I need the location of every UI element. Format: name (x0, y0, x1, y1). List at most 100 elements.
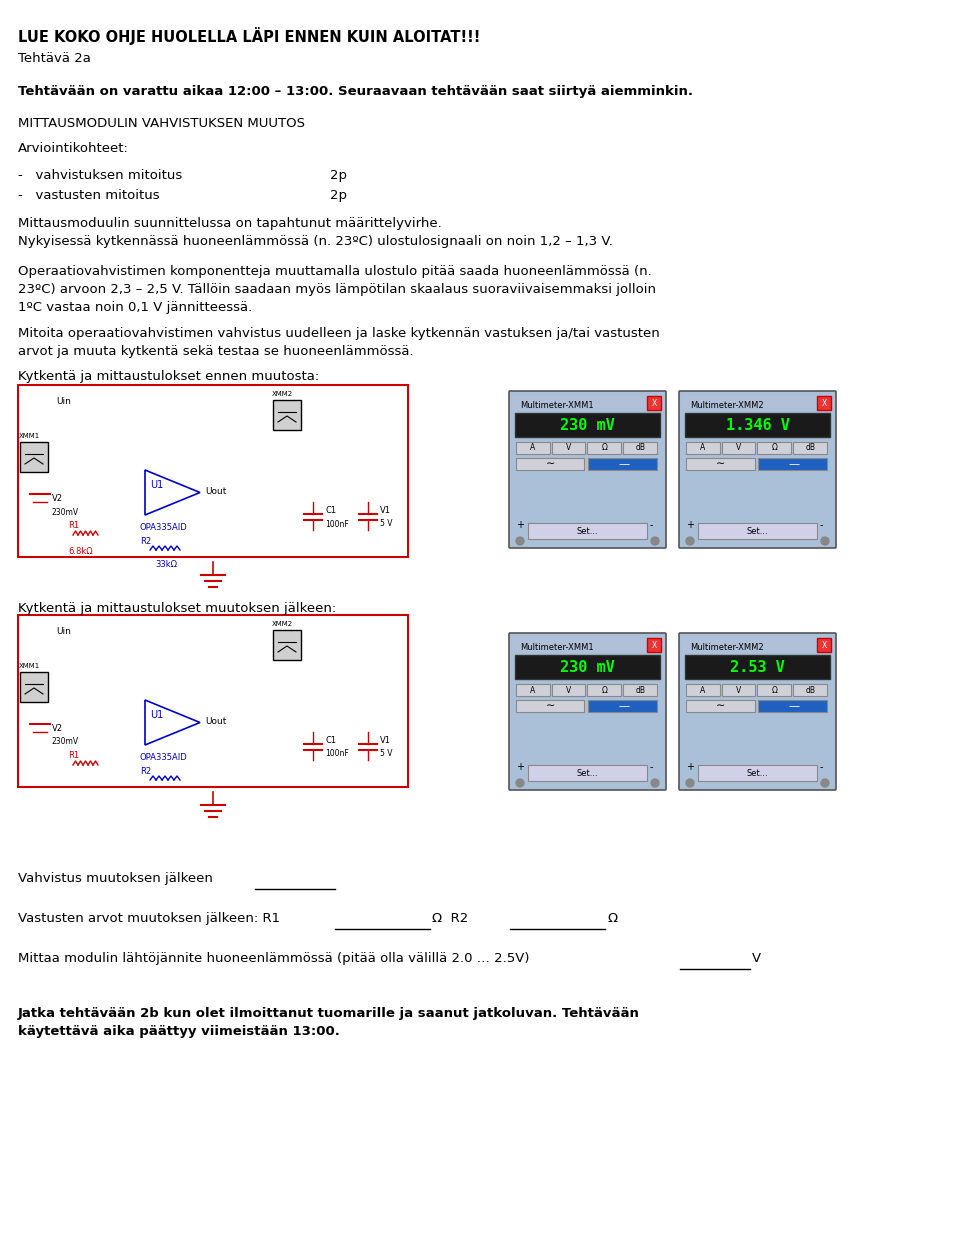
Bar (552, 684, 586, 696)
Text: Multimeter-XMM1: Multimeter-XMM1 (520, 642, 593, 651)
Bar (793, 684, 827, 696)
Circle shape (821, 537, 829, 546)
Text: Kytkentä ja mittaustulokset muutoksen jälkeen:: Kytkentä ja mittaustulokset muutoksen jä… (18, 602, 336, 615)
Bar (512, 396, 663, 410)
Bar (273, 400, 301, 430)
Text: -   vahvistuksen mitoitus: - vahvistuksen mitoitus (18, 168, 182, 182)
Bar (685, 414, 830, 437)
Text: 230mV: 230mV (52, 508, 79, 517)
Text: -: - (820, 762, 824, 772)
Text: A: A (700, 685, 706, 695)
Text: Set...: Set... (747, 527, 768, 535)
Text: +: + (686, 520, 694, 530)
Bar (18, 615, 408, 787)
Text: 5 V: 5 V (380, 518, 393, 528)
Text: R1: R1 (68, 520, 79, 530)
Text: Kytkentä ja mittaustulokset ennen muutosta:: Kytkentä ja mittaustulokset ennen muutos… (18, 370, 320, 383)
Text: V1: V1 (380, 735, 391, 744)
Text: Ω: Ω (601, 444, 608, 453)
Bar (686, 442, 720, 454)
Circle shape (821, 779, 829, 787)
Text: ∼: ∼ (715, 701, 725, 711)
Text: —: — (618, 459, 630, 469)
Bar (817, 639, 831, 652)
Text: dB: dB (636, 685, 645, 695)
Text: OPA335AID: OPA335AID (140, 523, 188, 532)
Text: 2.53 V: 2.53 V (731, 660, 785, 675)
Bar (516, 442, 550, 454)
Text: +: + (516, 520, 524, 530)
Text: C1: C1 (325, 735, 336, 744)
Text: OPA335AID: OPA335AID (140, 753, 188, 762)
Bar (515, 414, 660, 437)
Text: 2p: 2p (330, 168, 347, 182)
Text: Ω: Ω (772, 444, 778, 453)
Bar (20, 672, 48, 701)
Bar (682, 396, 833, 410)
Text: U1: U1 (150, 479, 163, 489)
Bar (793, 442, 827, 454)
Text: Mitoita operaatiovahvistimen vahvistus uudelleen ja laske kytkennän vastuksen ja: Mitoita operaatiovahvistimen vahvistus u… (18, 327, 660, 358)
Text: Tehtävä 2a: Tehtävä 2a (18, 52, 91, 65)
Text: A: A (700, 444, 706, 453)
Bar (647, 639, 661, 652)
Text: dB: dB (805, 444, 815, 453)
Bar (588, 458, 657, 470)
Text: Arviointikohteet:: Arviointikohteet: (18, 142, 129, 155)
Bar (758, 458, 827, 470)
Text: +: + (516, 762, 524, 772)
Text: —: — (789, 701, 800, 711)
Bar (757, 684, 791, 696)
Text: Multimeter-XMM1: Multimeter-XMM1 (520, 401, 593, 410)
Bar (588, 684, 621, 696)
FancyBboxPatch shape (679, 391, 836, 548)
Text: 230mV: 230mV (52, 738, 79, 747)
Text: 33kΩ: 33kΩ (155, 561, 177, 569)
Text: V: V (736, 685, 741, 695)
Text: Uin: Uin (56, 627, 71, 636)
Text: U1: U1 (150, 709, 163, 719)
Text: Ω: Ω (607, 913, 617, 925)
Text: -   vastusten mitoitus: - vastusten mitoitus (18, 189, 159, 202)
Text: —: — (618, 701, 630, 711)
Text: 230 mV: 230 mV (560, 660, 614, 675)
Text: Multimeter-XMM2: Multimeter-XMM2 (690, 401, 763, 410)
Text: -: - (650, 520, 654, 530)
Text: 230 mV: 230 mV (560, 417, 614, 432)
Text: Ω: Ω (601, 685, 608, 695)
Text: V2: V2 (52, 724, 63, 733)
Bar (512, 639, 663, 652)
Circle shape (686, 537, 694, 546)
Text: X: X (652, 398, 657, 407)
Text: 1.346 V: 1.346 V (726, 417, 789, 432)
Text: XMM1: XMM1 (19, 662, 40, 669)
Text: Set...: Set... (577, 768, 598, 778)
Text: A: A (530, 685, 536, 695)
Text: -: - (650, 762, 654, 772)
Bar (686, 700, 755, 711)
Bar (623, 684, 657, 696)
Circle shape (516, 779, 524, 787)
Text: X: X (822, 641, 827, 650)
Bar (686, 458, 755, 470)
Text: V1: V1 (380, 505, 391, 514)
Text: —: — (789, 459, 800, 469)
Bar (686, 684, 720, 696)
Bar (515, 655, 660, 679)
Text: ∼: ∼ (545, 701, 555, 711)
Text: 2p: 2p (330, 189, 347, 202)
Text: Operaatiovahvistimen komponentteja muuttamalla ulostulo pitää saada huoneenlämmö: Operaatiovahvistimen komponentteja muutt… (18, 265, 656, 314)
Text: ∼: ∼ (545, 459, 555, 469)
Bar (516, 700, 585, 711)
Text: Jatka tehtävään 2b kun olet ilmoittanut tuomarille ja saanut jatkoluvan. Tehtävä: Jatka tehtävään 2b kun olet ilmoittanut … (18, 1007, 640, 1038)
FancyBboxPatch shape (509, 634, 666, 789)
Bar (647, 396, 661, 410)
Text: V: V (566, 685, 571, 695)
Bar (685, 655, 830, 679)
Text: V: V (566, 444, 571, 453)
Text: Uout: Uout (205, 716, 227, 727)
Text: LUE KOKO OHJE HUOLELLA LÄPI ENNEN KUIN ALOITAT!!!: LUE KOKO OHJE HUOLELLA LÄPI ENNEN KUIN A… (18, 26, 480, 45)
Bar (758, 700, 827, 711)
Bar (817, 396, 831, 410)
Bar (20, 442, 48, 471)
